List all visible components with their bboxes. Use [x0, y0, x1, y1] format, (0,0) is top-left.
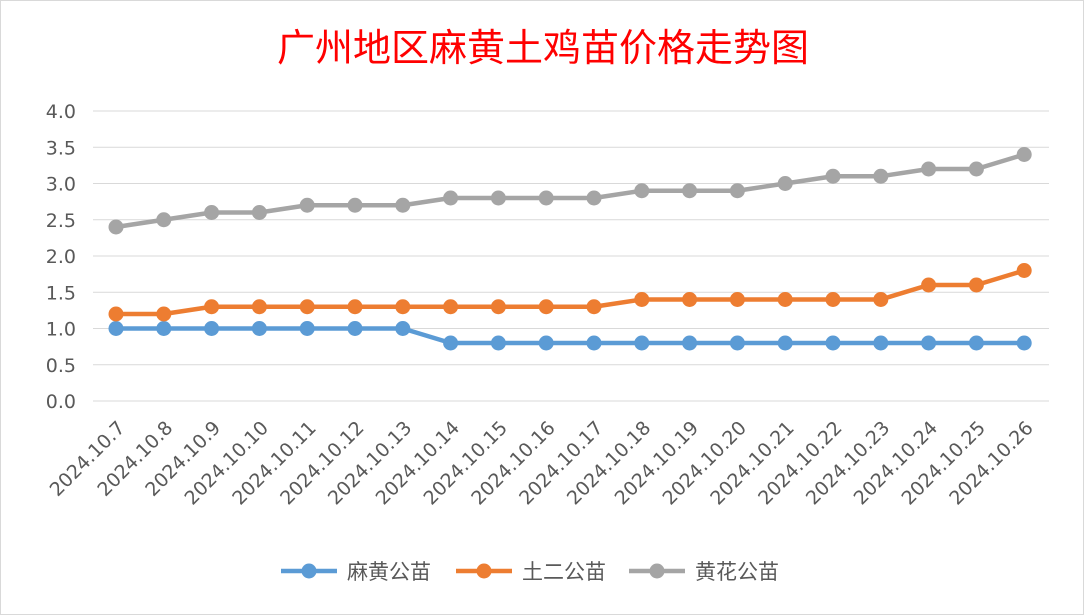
data-point — [968, 335, 984, 351]
legend-item: 土二公苗 — [456, 560, 606, 584]
y-tick-label: 1.0 — [46, 319, 76, 341]
data-point — [395, 197, 411, 213]
data-point — [299, 299, 315, 315]
data-point — [873, 335, 889, 351]
data-point — [156, 321, 172, 336]
data-point — [825, 335, 841, 351]
data-point — [251, 321, 267, 336]
data-point — [538, 190, 554, 206]
data-point — [490, 299, 506, 315]
data-point — [395, 299, 411, 315]
data-point — [204, 299, 220, 315]
data-point — [204, 205, 220, 220]
x-axis-ticks: 2024.10.72024.10.82024.10.92024.10.10202… — [46, 417, 1038, 509]
y-tick-label: 0.5 — [46, 355, 76, 377]
series-2 — [108, 263, 1032, 322]
legend-swatch-marker — [649, 563, 665, 579]
data-point — [873, 168, 889, 184]
data-point — [347, 321, 363, 336]
series-1 — [108, 321, 1032, 351]
data-point — [586, 190, 602, 206]
data-point — [682, 183, 698, 199]
data-point — [251, 205, 267, 220]
legend-label: 黄花公苗 — [695, 560, 779, 584]
data-point — [729, 183, 745, 199]
legend-swatch-marker — [476, 563, 492, 579]
data-point — [490, 335, 506, 351]
data-point — [777, 292, 793, 307]
data-point — [538, 335, 554, 351]
data-point — [634, 183, 650, 199]
data-point — [1016, 147, 1032, 162]
chart-title: 广州地区麻黄土鸡苗价格走势图 — [277, 26, 809, 70]
data-point — [1016, 335, 1032, 351]
data-point — [108, 219, 124, 235]
y-tick-label: 4.0 — [46, 101, 76, 123]
data-point — [586, 335, 602, 351]
data-point — [204, 321, 220, 336]
data-point — [777, 176, 793, 191]
series-line — [113, 326, 1027, 346]
y-axis-ticks: 0.0 0.5 1.0 1.5 2.0 2.5 3.0 3.5 4.0 — [46, 101, 76, 413]
y-tick-label: 3.0 — [46, 174, 76, 196]
data-point — [921, 161, 937, 177]
data-point — [538, 299, 554, 315]
y-tick-label: 1.5 — [46, 282, 76, 304]
data-point — [586, 299, 602, 315]
data-point — [634, 335, 650, 351]
data-point — [251, 299, 267, 315]
legend: 麻黄公苗 土二公苗 黄花公苗 — [281, 560, 779, 584]
data-point — [347, 197, 363, 213]
legend-swatch-marker — [301, 563, 317, 579]
data-point — [108, 321, 124, 336]
data-point — [443, 299, 459, 315]
legend-item: 麻黄公苗 — [281, 560, 431, 584]
data-point — [729, 335, 745, 351]
data-point — [873, 292, 889, 307]
data-point — [825, 168, 841, 184]
data-point — [968, 277, 984, 293]
legend-label: 麻黄公苗 — [347, 560, 431, 584]
y-tick-label: 2.0 — [46, 246, 76, 268]
data-point — [395, 321, 411, 336]
legend-label: 土二公苗 — [522, 560, 606, 584]
data-point — [634, 292, 650, 307]
data-point — [299, 197, 315, 213]
data-point — [682, 292, 698, 307]
data-point — [108, 306, 124, 322]
legend-item: 黄花公苗 — [629, 560, 779, 584]
gridlines — [93, 110, 1049, 402]
data-point — [156, 306, 172, 322]
series-line — [113, 152, 1027, 230]
data-point — [490, 190, 506, 206]
y-tick-label: 0.0 — [46, 391, 76, 413]
data-point — [825, 292, 841, 307]
data-point — [443, 190, 459, 206]
data-point — [156, 212, 172, 228]
data-point — [443, 335, 459, 351]
data-point — [777, 335, 793, 351]
series-lines — [108, 147, 1032, 351]
y-tick-label: 2.5 — [46, 210, 76, 232]
data-point — [682, 335, 698, 351]
data-point — [729, 292, 745, 307]
y-tick-label: 3.5 — [46, 137, 76, 159]
series-3 — [108, 147, 1032, 235]
data-point — [921, 335, 937, 351]
data-point — [921, 277, 937, 293]
data-point — [968, 161, 984, 177]
data-point — [299, 321, 315, 336]
data-point — [1016, 263, 1032, 278]
data-point — [347, 299, 363, 315]
series-line — [113, 268, 1027, 317]
